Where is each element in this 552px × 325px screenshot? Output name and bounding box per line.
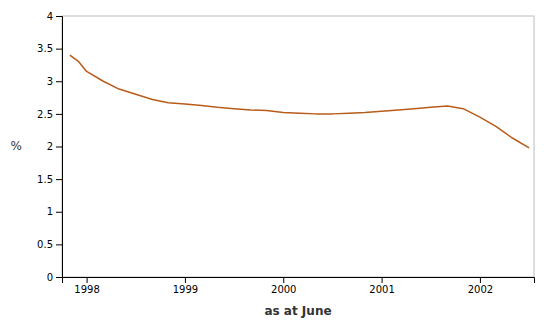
y-tick-mark — [56, 244, 62, 245]
plot-frame — [62, 16, 534, 277]
y-tick-label: 3 — [47, 76, 53, 87]
x-tick-label: 2002 — [468, 284, 493, 295]
x-tick: 2002 — [468, 277, 493, 295]
x-tick: 2001 — [369, 277, 394, 295]
y-tick-label: 4 — [47, 11, 53, 22]
x-tick-mark — [87, 277, 88, 283]
y-axis-title: % — [11, 139, 22, 153]
y-tick: 0 — [47, 272, 62, 283]
x-tick-label: 2000 — [271, 284, 296, 295]
y-tick-mark — [56, 212, 62, 213]
x-tick-label: 2001 — [369, 284, 394, 295]
x-tick-label: 1998 — [74, 284, 99, 295]
y-tick-mark — [56, 49, 62, 50]
y-axis-line — [56, 17, 63, 278]
x-tick-mark — [185, 277, 186, 283]
y-tick: 2.5 — [37, 109, 62, 120]
y-tick-label: 2.5 — [37, 109, 53, 120]
x-tick-mark — [283, 277, 284, 283]
line — [70, 55, 529, 148]
x-tick: 1998 — [74, 277, 99, 295]
y-tick-label: 0 — [47, 272, 53, 283]
x-tick-mark — [382, 277, 383, 283]
x-tick: 2000 — [271, 277, 296, 295]
y-tick-mark — [56, 147, 62, 148]
y-tick-mark — [56, 179, 62, 180]
y-tick: 0.5 — [37, 239, 62, 250]
x-axis-line — [63, 278, 535, 284]
y-tick: 3 — [47, 76, 62, 87]
marks — [70, 55, 529, 148]
y-axis: 0 0.5 1 1.5 2 2.5 3 3.5 4 — [37, 11, 62, 283]
y-tick: 1.5 — [37, 174, 62, 185]
y-tick-label: 1.5 — [37, 174, 53, 185]
y-tick-mark — [56, 114, 62, 115]
chart: 1998 1999 2000 2001 2002 0 0.5 1 1.5 2 2.5 3 3.5 4 as … — [0, 0, 552, 325]
y-tick-mark — [56, 16, 62, 17]
x-tick-mark — [480, 277, 481, 283]
y-tick-label: 1 — [47, 206, 53, 217]
y-tick-mark — [56, 277, 62, 278]
y-tick: 1 — [47, 206, 62, 217]
x-tick: 1999 — [173, 277, 198, 295]
y-tick-mark — [56, 81, 62, 82]
y-tick-label: 2 — [47, 141, 53, 152]
plot: 1998 1999 2000 2001 2002 0 0.5 1 1.5 2 2.5 3 3.5 4 — [37, 11, 534, 295]
y-tick: 3.5 — [37, 43, 62, 54]
x-axis-title: as at June — [264, 304, 331, 318]
y-tick: 4 — [47, 11, 62, 22]
y-tick-label: 3.5 — [37, 43, 53, 54]
y-tick: 2 — [47, 141, 62, 152]
x-axis: 1998 1999 2000 2001 2002 — [63, 277, 535, 295]
x-tick-label: 1999 — [173, 284, 198, 295]
y-tick-label: 0.5 — [37, 239, 53, 250]
